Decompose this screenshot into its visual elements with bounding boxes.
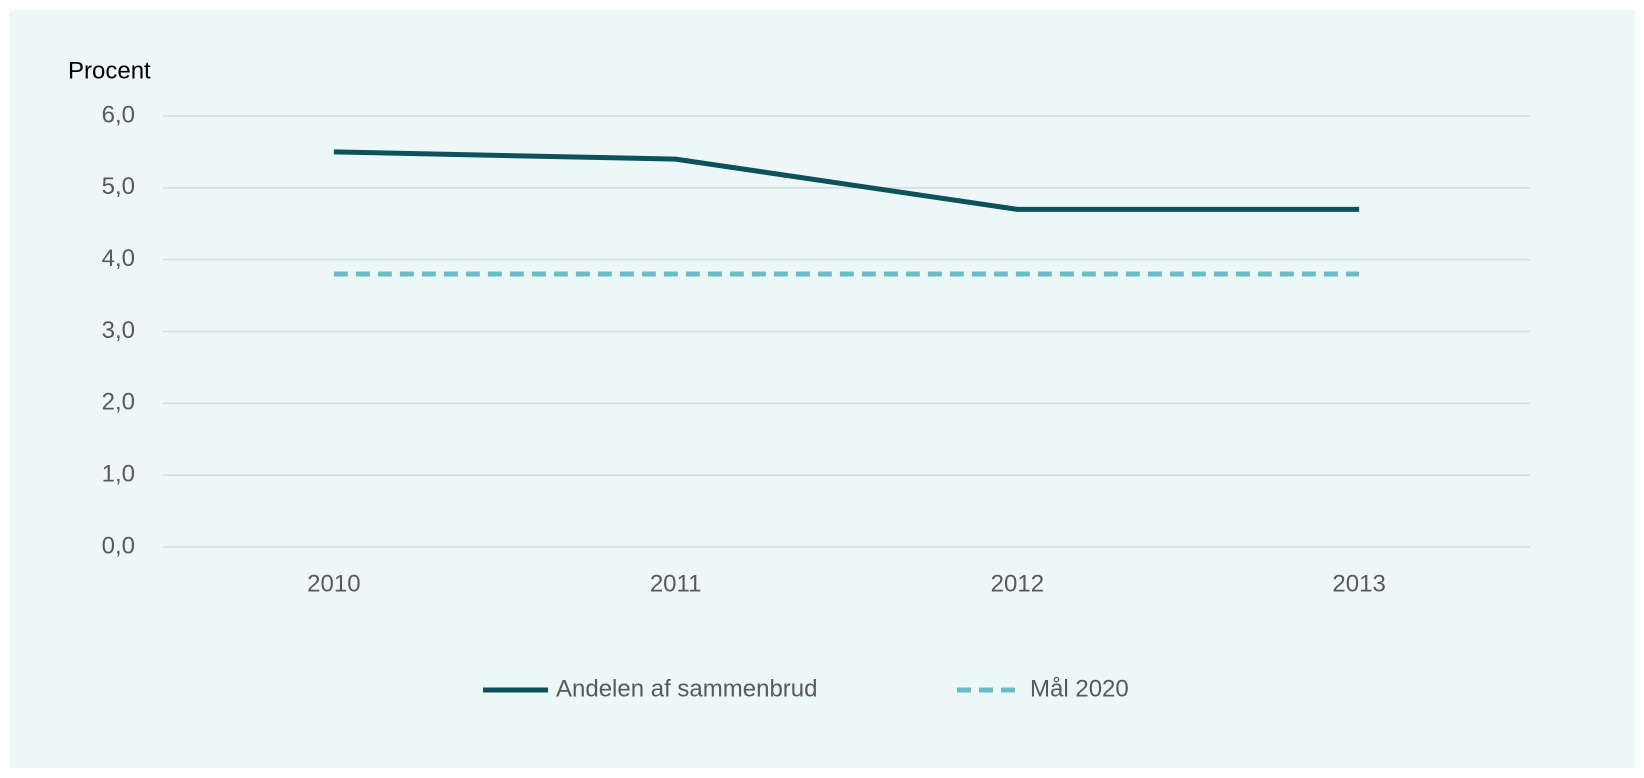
x-tick-label: 2010 (307, 570, 360, 597)
x-tick-label: 2012 (991, 570, 1044, 597)
y-tick-label: 5,0 (102, 173, 135, 200)
y-tick-label: 4,0 (102, 245, 135, 272)
chart-background (10, 10, 1635, 768)
y-tick-label: 1,0 (102, 461, 135, 488)
y-tick-label: 6,0 (102, 101, 135, 128)
series-line (333, 149, 1360, 212)
y-tick-label: 3,0 (102, 317, 135, 344)
x-tick-label: 2013 (1332, 570, 1385, 597)
legend-label: Mål 2020 (1030, 675, 1129, 702)
legend-label: Andelen af sammenbrud (556, 675, 818, 702)
y-tick-label: 2,0 (102, 389, 135, 416)
x-tick-label: 2011 (650, 570, 702, 597)
y-axis-label: Procent (68, 57, 151, 84)
y-tick-label: 0,0 (102, 532, 135, 559)
